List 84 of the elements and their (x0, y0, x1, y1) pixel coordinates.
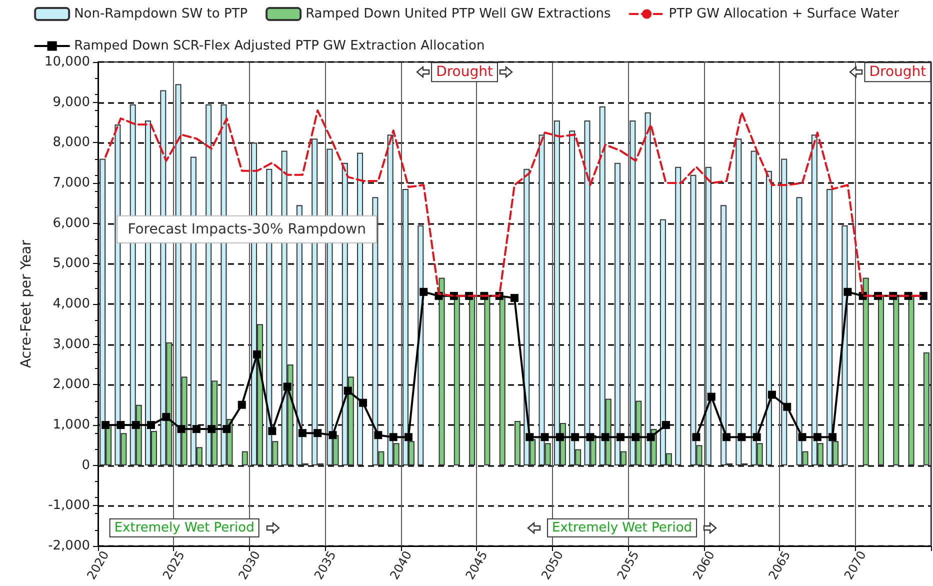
bar (781, 158, 788, 466)
point (283, 382, 292, 391)
point (253, 350, 262, 358)
annotation: Extremely Wet Period (552, 520, 692, 536)
bar (469, 296, 476, 466)
legend-label: Non-Rampdown SW to PTP (74, 6, 248, 22)
y-tick-label: 3,000 (52, 336, 90, 352)
point (359, 398, 368, 407)
point (404, 433, 412, 442)
annotation: Forecast Impacts-30% Rampdown (128, 221, 366, 238)
y-tick-label: 1,000 (52, 418, 90, 432)
point (828, 433, 837, 442)
point (601, 433, 610, 442)
bar (242, 451, 248, 466)
point (632, 433, 640, 442)
point (616, 433, 625, 442)
legend-label: Ramped Down SCR-Flex Adjusted PTP GW Extraction Allocation (74, 38, 485, 54)
y-tick-label: 7,000 (52, 176, 90, 190)
point (344, 386, 352, 395)
y-axis-title: Acre-Feet per Year (18, 240, 35, 368)
y-tick-label: 10,000 (44, 54, 90, 70)
y-tick-label: -2,000 (48, 538, 90, 554)
bar (705, 166, 712, 466)
bar (675, 166, 682, 466)
point (147, 421, 156, 429)
point (768, 390, 776, 399)
bar (862, 278, 869, 466)
bar (878, 296, 884, 466)
point (298, 429, 306, 438)
point (707, 392, 716, 401)
y-tick-label: 0 (82, 458, 90, 473)
annotation: Drought (869, 64, 927, 80)
point (722, 433, 731, 442)
bar (893, 296, 900, 466)
point (222, 425, 231, 434)
y-tick-label: 8,000 (52, 135, 90, 150)
y-tick-label: 6,000 (52, 216, 90, 231)
y-tick-label: 5,000 (52, 256, 90, 272)
point (177, 425, 186, 434)
bar (484, 296, 490, 466)
point (510, 294, 518, 302)
point (208, 425, 216, 434)
point (132, 421, 140, 429)
point (692, 433, 700, 442)
point (268, 427, 276, 436)
point (374, 431, 382, 440)
point (328, 431, 337, 440)
point (752, 433, 761, 442)
bar (766, 170, 772, 466)
point (738, 433, 746, 442)
point (571, 433, 580, 442)
point (420, 288, 428, 296)
bar (438, 278, 445, 466)
point (798, 433, 806, 442)
y-tick-label: 2,000 (52, 377, 90, 392)
point (389, 433, 398, 442)
point (919, 292, 928, 300)
bar (908, 296, 914, 466)
legend-label: PTP GW Allocation + Surface Water (668, 6, 900, 22)
bar (499, 296, 506, 466)
point (238, 400, 246, 409)
point (662, 421, 670, 429)
y-tick-label: 9,000 (52, 94, 90, 110)
point (162, 412, 170, 421)
point (783, 402, 792, 411)
point (646, 433, 655, 442)
annotation: Drought (436, 64, 494, 80)
point (813, 433, 822, 442)
bar (514, 420, 520, 466)
point (314, 429, 322, 438)
y-tick-label: 4,000 (52, 296, 90, 312)
annotation: Extremely Wet Period (114, 520, 254, 536)
point (526, 433, 534, 442)
bar (454, 296, 460, 466)
point (540, 433, 549, 442)
point (192, 425, 200, 434)
point (102, 421, 110, 429)
y-tick-label: -1,000 (48, 498, 90, 514)
point (556, 433, 564, 442)
point (844, 288, 852, 296)
bar (923, 352, 930, 466)
point (116, 421, 125, 429)
legend-label: Ramped Down United PTP Well GW Extractions (306, 6, 612, 22)
point (586, 433, 594, 442)
